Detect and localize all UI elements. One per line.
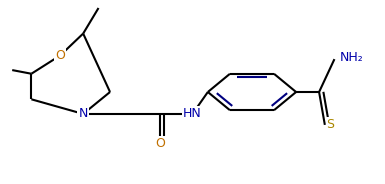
Text: O: O [55,49,65,62]
Text: N: N [79,107,88,120]
Text: S: S [326,118,335,131]
Text: HN: HN [183,107,202,120]
Text: O: O [155,137,165,150]
Text: NH₂: NH₂ [340,51,364,64]
